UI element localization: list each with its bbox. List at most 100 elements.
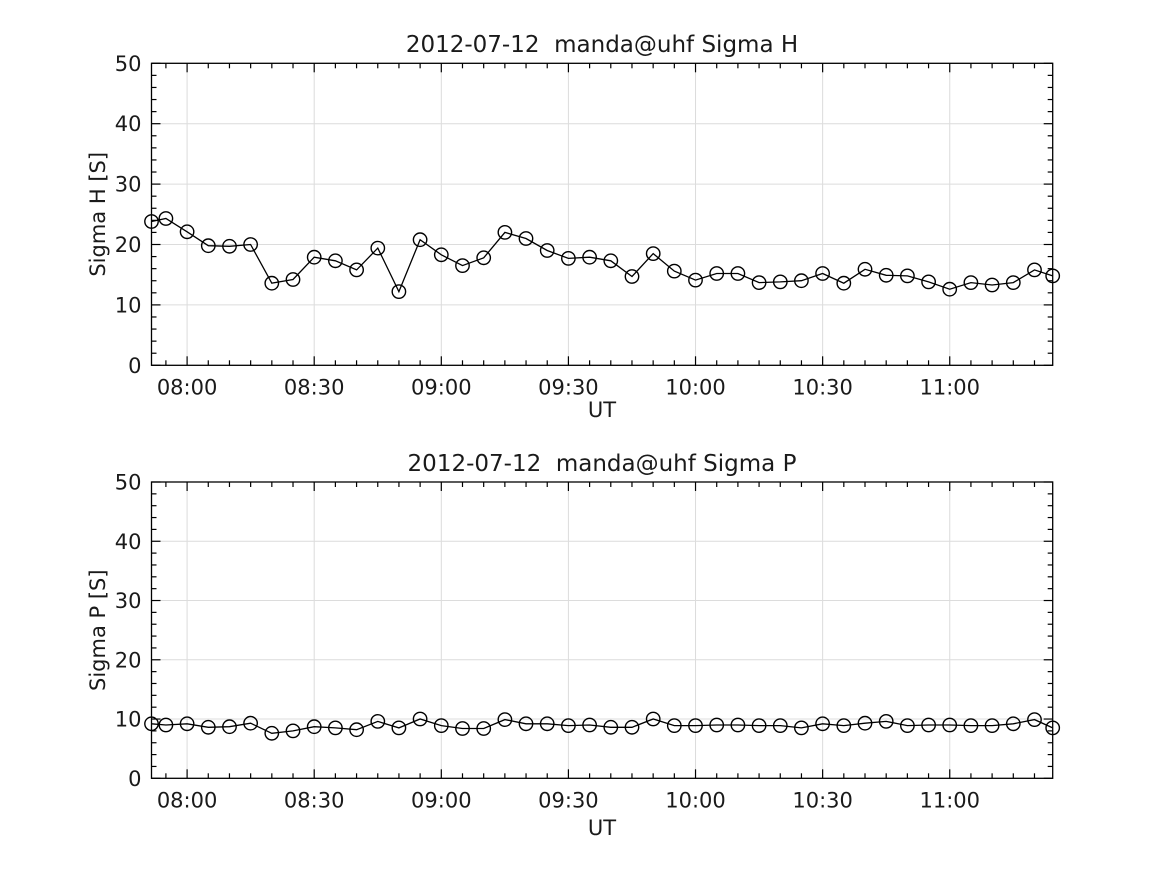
data-point-marker [497, 224, 513, 240]
data-point-marker [603, 253, 619, 269]
data-point-marker [243, 237, 259, 252]
y-tick-label: 30 [115, 173, 142, 197]
data-point-marker [582, 717, 597, 733]
data-point-marker [921, 274, 936, 290]
data-point-marker [222, 238, 237, 254]
data-point-marker [688, 272, 703, 288]
data-point-marker [666, 263, 682, 279]
data-point-marker [391, 720, 407, 736]
data-point-marker [772, 718, 788, 733]
y-tick-label: 40 [115, 112, 142, 136]
x-tick-label: 09:00 [411, 788, 472, 812]
data-point-marker [751, 718, 767, 733]
x-tick-label: 08:00 [157, 375, 218, 399]
sigma-p-points [144, 711, 1061, 741]
sigma-h-chart: 08:00 08:30 09:00 09:30 10:00 10:30 11:00 0 10 2… [86, 32, 1061, 422]
y-tick-label: 0 [128, 767, 141, 791]
data-point-marker [624, 719, 640, 735]
x-tick-label: 09:00 [411, 375, 472, 399]
data-point-marker [349, 722, 364, 738]
data-point-marker [772, 274, 788, 290]
plot-border [150, 62, 1054, 366]
data-point-marker [1045, 268, 1061, 284]
data-point-marker [1045, 720, 1061, 736]
data-point-marker [582, 249, 597, 265]
data-point-marker [370, 240, 386, 256]
data-point-marker [264, 275, 280, 291]
data-point-marker [878, 267, 894, 283]
data-point-marker [984, 718, 1000, 733]
y-tick-label: 20 [115, 648, 142, 672]
data-point-marker [306, 719, 322, 735]
x-tick-label: 10:30 [792, 375, 853, 399]
x-tick-label: 10:30 [792, 788, 853, 812]
y-tick-labels: 0 10 20 30 40 50 [115, 52, 142, 378]
data-point-marker [200, 238, 216, 254]
data-point-marker [857, 261, 873, 277]
data-point-marker [900, 718, 915, 733]
data-point-marker [815, 716, 830, 732]
data-point-marker [433, 247, 449, 263]
data-point-marker [285, 723, 301, 739]
data-point-marker [412, 232, 428, 248]
y-axis-label: Sigma H [S] [86, 152, 110, 277]
data-point-marker [476, 721, 492, 736]
data-point-marker [144, 214, 159, 229]
data-point-marker [963, 275, 979, 290]
data-point-marker [243, 715, 259, 731]
data-point-marker [709, 717, 725, 733]
x-tick-label: 08:30 [284, 788, 345, 812]
chart-title: 2012-07-12 manda@uhf Sigma H [406, 32, 798, 58]
y-tick-label: 50 [115, 52, 142, 76]
data-point-marker [518, 231, 534, 246]
x-tick-label: 08:30 [284, 375, 345, 399]
data-point-marker [497, 712, 513, 727]
y-axis-label: Sigma P [S] [86, 569, 110, 691]
sigma-h-points [144, 211, 1061, 299]
data-point-marker [1027, 262, 1042, 278]
axis-ticks [151, 481, 1053, 779]
chart-title: 2012-07-12 manda@uhf Sigma P [408, 451, 797, 477]
data-point-marker [1005, 716, 1021, 732]
data-point-marker [391, 284, 407, 299]
data-point-marker [666, 718, 682, 733]
plot-border [150, 481, 1054, 779]
data-point-marker [455, 721, 470, 736]
sigma-h-line [151, 217, 1053, 294]
data-point-marker [921, 717, 936, 733]
data-point-marker [624, 269, 640, 284]
data-point-marker [900, 268, 915, 284]
data-point-marker [561, 718, 576, 733]
data-point-marker [1027, 712, 1042, 727]
grid-lines [151, 63, 1053, 366]
x-tick-labels: 08:00 08:30 09:00 09:30 10:00 10:30 11:00 [157, 375, 980, 399]
axis-ticks [151, 62, 1053, 366]
data-point-marker [942, 281, 958, 297]
data-point-marker [433, 718, 449, 733]
data-point-marker [539, 243, 555, 258]
x-axis-label: UT [588, 816, 616, 840]
data-point-marker [709, 266, 725, 281]
data-point-marker [455, 258, 470, 273]
data-point-marker [688, 718, 703, 733]
data-point-marker [518, 716, 534, 732]
data-point-marker [963, 718, 979, 733]
data-point-marker [306, 249, 322, 265]
x-tick-label: 08:00 [157, 788, 218, 812]
x-tick-labels: 08:00 08:30 09:00 09:30 10:00 10:30 11:00 [157, 788, 980, 812]
x-axis-label: UT [588, 398, 616, 422]
data-point-marker [327, 253, 343, 269]
data-point-marker [327, 720, 343, 736]
y-tick-label: 0 [128, 354, 141, 378]
y-tick-label: 20 [115, 233, 142, 257]
data-point-marker [794, 273, 809, 289]
y-tick-label: 10 [115, 293, 142, 317]
data-point-marker [179, 716, 195, 732]
x-tick-label: 10:00 [665, 788, 726, 812]
x-tick-label: 09:30 [538, 788, 599, 812]
data-point-marker [794, 720, 809, 736]
data-point-marker [412, 711, 428, 727]
data-point-marker [836, 275, 852, 291]
y-tick-label: 10 [115, 708, 142, 732]
